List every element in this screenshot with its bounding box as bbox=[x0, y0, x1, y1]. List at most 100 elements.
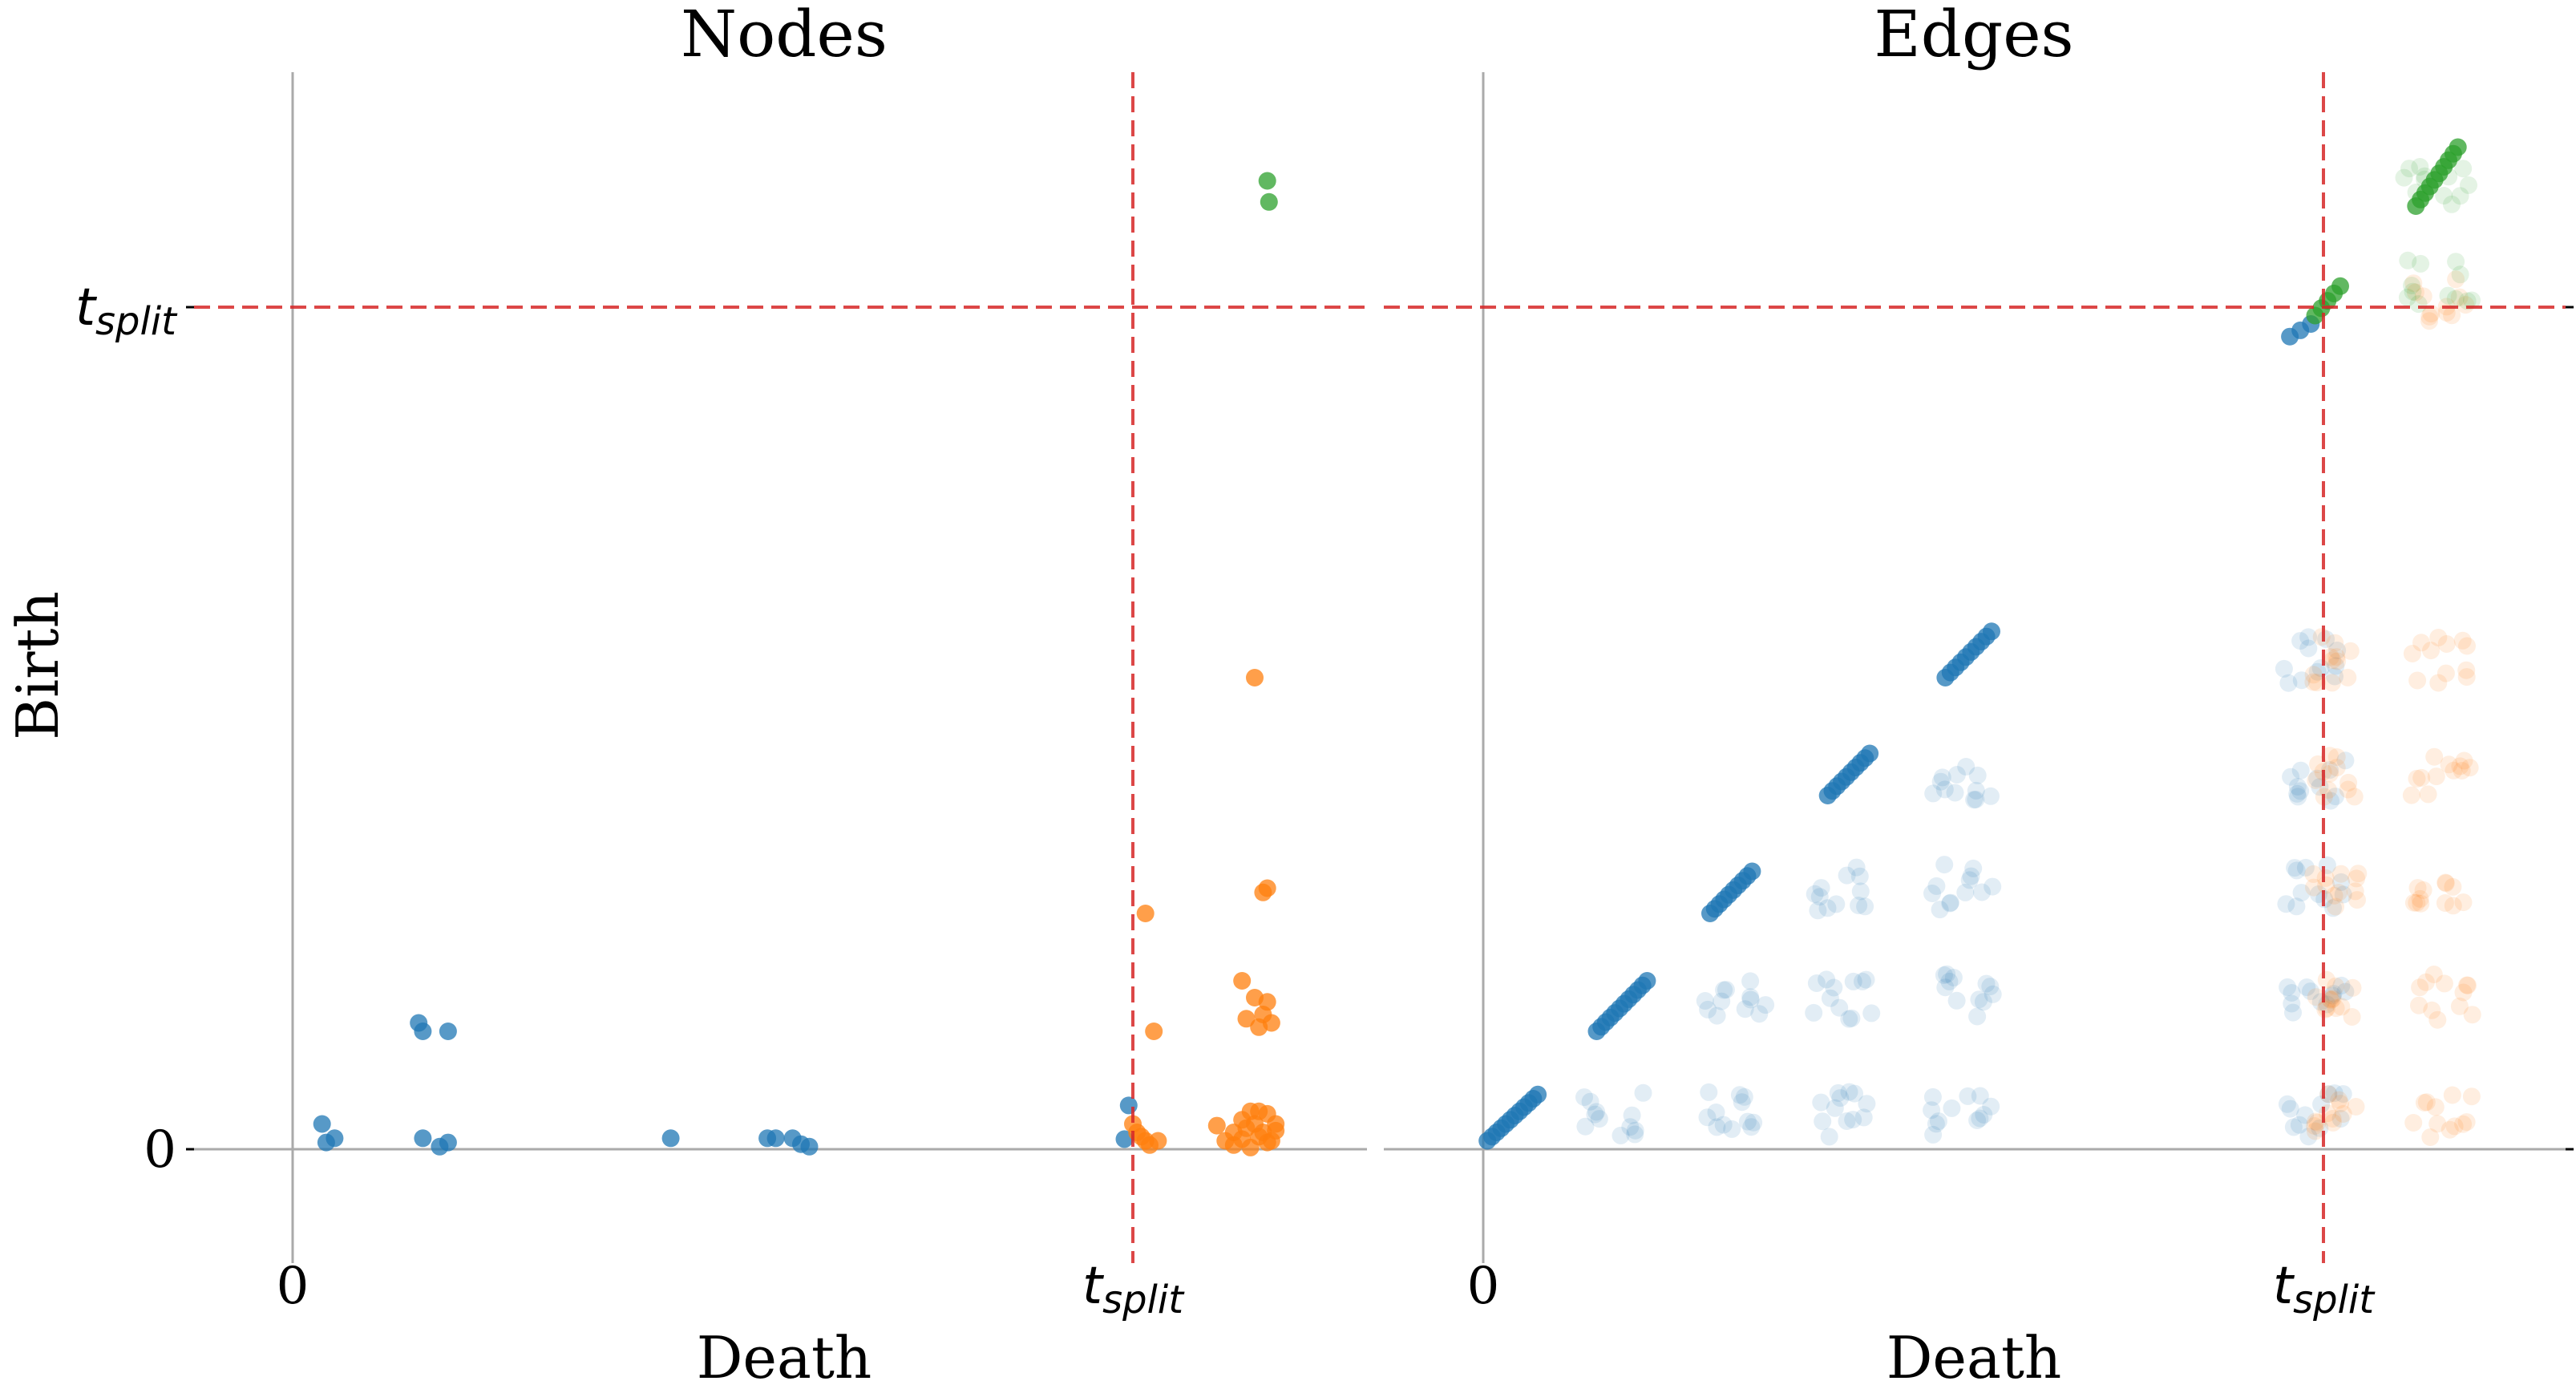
edge-faint-point bbox=[2436, 894, 2454, 912]
edge-faint-point bbox=[1941, 893, 1959, 912]
edge-faint-point bbox=[1927, 877, 1946, 895]
edge-faint-point bbox=[2429, 674, 2448, 692]
edges-title: Edges bbox=[1874, 0, 2073, 71]
node-point-blue bbox=[766, 1129, 785, 1148]
edge-faint-point bbox=[1840, 1010, 1858, 1028]
edge-faint-point bbox=[1851, 882, 1870, 901]
edge-faint-point bbox=[1812, 879, 1830, 897]
edge-faint-point bbox=[1970, 990, 1988, 1009]
edge-faint-point bbox=[2412, 894, 2430, 913]
edge-faint-point bbox=[1844, 1111, 1862, 1129]
edge-faint-point bbox=[1723, 1120, 1741, 1138]
edge-faint-point bbox=[2299, 1128, 2318, 1146]
edge-faint-point bbox=[1741, 972, 1760, 990]
edge-faint-point bbox=[2324, 1113, 2342, 1132]
edge-faint-point bbox=[2326, 667, 2343, 686]
edge-faint-point bbox=[2420, 312, 2438, 330]
edge-faint-point bbox=[1707, 1104, 1725, 1121]
edge-faint-point bbox=[2439, 286, 2457, 305]
edge-faint-point bbox=[1700, 1083, 1718, 1101]
edge-diagonal-point bbox=[2449, 138, 2467, 156]
edge-faint-point bbox=[1807, 974, 1826, 992]
edge-faint-point bbox=[1923, 885, 1941, 902]
node-point-orange bbox=[1136, 905, 1155, 922]
node-point-blue bbox=[326, 1129, 344, 1148]
edge-faint-point bbox=[2339, 773, 2358, 792]
edge-faint-point bbox=[2445, 1117, 2464, 1136]
edge-faint-point bbox=[2306, 1122, 2324, 1140]
edge-faint-point bbox=[1831, 1089, 1850, 1108]
edge-faint-point bbox=[2412, 768, 2431, 787]
edge-faint-point bbox=[2348, 891, 2366, 909]
edge-faint-point bbox=[2457, 296, 2475, 314]
edge-faint-point bbox=[2443, 1086, 2461, 1104]
edge-faint-point bbox=[2304, 865, 2323, 883]
edge-faint-point bbox=[2283, 984, 2301, 1002]
edge-faint-point bbox=[2278, 1095, 2296, 1113]
edge-faint-point bbox=[2453, 762, 2471, 780]
edge-faint-point bbox=[2275, 659, 2293, 678]
edge-faint-point bbox=[1940, 972, 1959, 990]
edge-faint-point bbox=[1968, 766, 1987, 784]
edge-faint-point bbox=[1838, 866, 1856, 885]
edge-faint-point bbox=[2414, 881, 2432, 899]
edge-faint-point bbox=[1715, 981, 1733, 999]
edge-faint-point bbox=[2454, 983, 2473, 1002]
edge-faint-point bbox=[2422, 642, 2440, 660]
edge-faint-point bbox=[1698, 1108, 1717, 1127]
edge-faint-point bbox=[1736, 1000, 1754, 1019]
edges-xtick-label-t-split: tsplit bbox=[2273, 1257, 2376, 1322]
node-point-orange bbox=[1254, 1006, 1272, 1023]
edge-faint-point bbox=[1931, 901, 1949, 919]
edge-faint-point bbox=[2307, 674, 2326, 692]
edge-faint-point bbox=[2446, 290, 2465, 308]
edge-faint-point bbox=[2451, 187, 2469, 205]
edge-faint-point bbox=[2436, 874, 2455, 893]
edge-faint-point bbox=[1947, 991, 1966, 1010]
edge-faint-point bbox=[1984, 985, 2002, 1003]
edge-faint-point bbox=[1981, 978, 2000, 996]
node-point-orange bbox=[1233, 972, 1252, 990]
node-point-blue bbox=[439, 1023, 457, 1040]
edge-faint-point bbox=[1714, 1116, 1733, 1134]
edge-faint-point bbox=[1923, 1087, 1942, 1106]
edge-faint-point bbox=[2331, 1095, 2349, 1113]
edge-faint-point bbox=[2284, 1118, 2303, 1136]
edge-faint-point bbox=[2443, 306, 2461, 325]
edge-faint-point bbox=[2327, 977, 2345, 995]
edge-faint-point bbox=[2410, 996, 2428, 1014]
edge-faint-point bbox=[2328, 642, 2347, 659]
edge-faint-point bbox=[1967, 791, 1985, 808]
edge-faint-point bbox=[1825, 978, 1843, 997]
nodes-ytick-label-t-split: tsplit bbox=[75, 278, 178, 344]
edge-faint-point bbox=[1612, 1126, 1630, 1144]
edge-faint-point bbox=[2327, 657, 2345, 675]
edge-faint-point bbox=[2428, 1115, 2447, 1133]
edge-faint-point bbox=[1806, 885, 1824, 903]
edge-faint-point bbox=[1590, 1110, 1608, 1128]
edge-faint-point bbox=[2323, 1110, 2342, 1128]
edge-faint-point bbox=[1850, 867, 1869, 885]
edge-faint-point bbox=[2402, 786, 2420, 804]
edge-faint-point bbox=[2331, 1110, 2350, 1128]
edge-faint-point bbox=[2308, 769, 2327, 788]
node-point-blue bbox=[1119, 1096, 1138, 1115]
edge-faint-point bbox=[2427, 767, 2445, 786]
edge-faint-point bbox=[1971, 1109, 1989, 1128]
edge-faint-point bbox=[2458, 292, 2477, 310]
edge-faint-point bbox=[2292, 884, 2311, 902]
edge-faint-point bbox=[2444, 897, 2462, 915]
edge-faint-point bbox=[1974, 993, 1992, 1011]
edge-faint-point bbox=[1957, 758, 1975, 776]
edge-faint-point bbox=[2414, 287, 2432, 306]
edge-faint-point bbox=[2443, 195, 2461, 213]
edge-faint-point bbox=[1581, 1092, 1599, 1111]
edge-faint-point bbox=[2425, 747, 2444, 766]
edge-faint-point bbox=[2462, 1087, 2481, 1106]
edge-faint-point bbox=[1971, 1087, 1989, 1105]
edge-faint-point bbox=[2445, 761, 2463, 780]
edge-faint-point bbox=[2343, 978, 2362, 997]
edge-faint-point bbox=[2408, 893, 2426, 912]
edge-faint-point bbox=[1805, 1003, 1823, 1022]
edge-faint-point bbox=[2291, 761, 2310, 780]
